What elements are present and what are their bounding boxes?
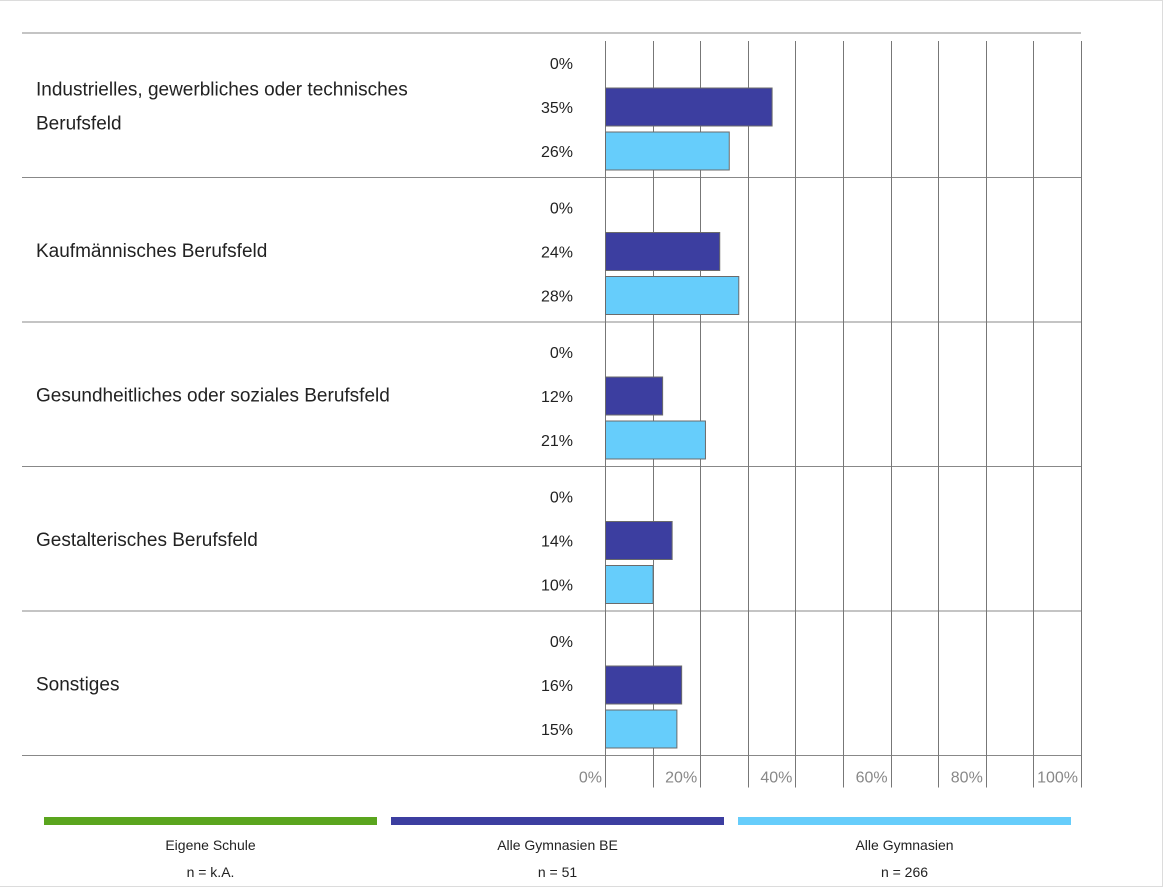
category-label: Sonstiges: [36, 674, 119, 695]
legend-label: Eigene Schule: [165, 837, 256, 853]
value-label: 16%: [541, 678, 573, 695]
bar: [605, 709, 678, 749]
value-label: 21%: [541, 433, 573, 450]
bar: [605, 420, 706, 460]
bar: [605, 276, 740, 315]
legend-n-label: n = 51: [538, 864, 578, 880]
value-label: 28%: [541, 289, 573, 306]
value-label: 26%: [541, 144, 573, 161]
value-label: 0%: [550, 201, 573, 218]
value-label: 0%: [550, 490, 573, 507]
legend-swatch: [44, 817, 377, 825]
value-label: 0%: [550, 345, 573, 362]
bar: [605, 565, 654, 604]
legend-label: Alle Gymnasien BE: [497, 837, 618, 853]
legend-swatch: [738, 817, 1071, 825]
x-tick-label: 60%: [856, 770, 888, 787]
value-label: 35%: [541, 100, 573, 117]
legend-swatch: [391, 817, 724, 825]
value-label: 0%: [550, 634, 573, 651]
bar: [605, 232, 721, 271]
value-label: 24%: [541, 245, 573, 262]
value-label: 10%: [541, 578, 573, 595]
bar: [605, 131, 730, 171]
legend-n-label: n = 266: [881, 864, 928, 880]
value-label: 14%: [541, 534, 573, 551]
x-tick-label: 80%: [951, 770, 983, 787]
value-label: 12%: [541, 389, 573, 406]
legend-label: Alle Gymnasien: [855, 837, 953, 853]
x-tick-label: 20%: [665, 770, 697, 787]
bar: [605, 521, 673, 560]
x-tick-label: 40%: [760, 770, 792, 787]
value-label: 0%: [550, 56, 573, 73]
x-tick-label: 100%: [1037, 770, 1078, 787]
category-label: Gesundheitliches oder soziales Berufsfel…: [36, 385, 390, 406]
category-label: Industrielles, gewerbliches oder technis…: [36, 79, 408, 134]
x-tick-label: 0%: [579, 770, 602, 787]
category-label: Gestalterisches Berufsfeld: [36, 530, 258, 551]
bar: [605, 665, 683, 705]
category-label: Kaufmännisches Berufsfeld: [36, 241, 267, 262]
bar: [605, 87, 773, 127]
bar: [605, 376, 664, 416]
legend-n-label: n = k.A.: [187, 864, 235, 880]
value-label: 15%: [541, 722, 573, 739]
